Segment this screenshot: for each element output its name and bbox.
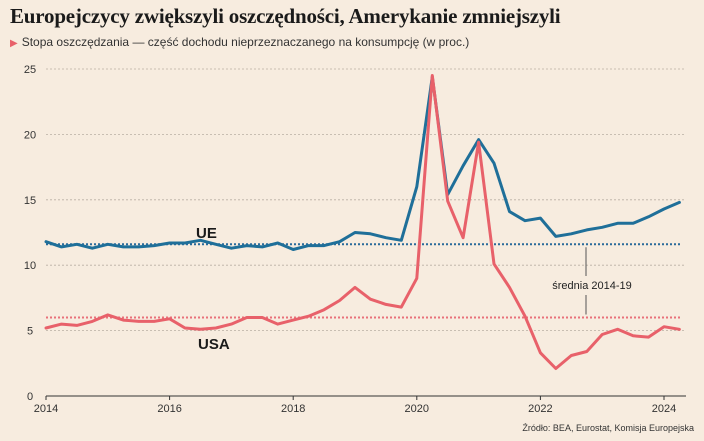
chart-subtitle: ▶ Stopa oszczędzania — część dochodu niep… (10, 35, 469, 49)
y-tick-10: 10 (24, 260, 36, 272)
y-tick-20: 20 (24, 129, 36, 141)
grid-lines (46, 68, 686, 397)
average-lines (46, 243, 680, 319)
y-tick-0: 0 (27, 391, 33, 403)
subtitle-text: Stopa oszczędzania — część dochodu niepr… (21, 35, 470, 49)
x-tick-2024: 2024 (652, 403, 676, 415)
y-tick-25: 25 (24, 64, 36, 76)
chart-title: Europejczycy zwiększyli oszczędności, Am… (10, 4, 561, 28)
x-tick-2016: 2016 (157, 403, 181, 415)
y-axis: 0 5 10 15 20 25 (24, 64, 36, 403)
series-label-usa: USA (198, 336, 230, 353)
x-axis: 2014 2016 2018 2020 2022 2024 (34, 396, 676, 415)
annotations: średnia 2014-19 UE USA (196, 225, 632, 353)
x-tick-2018: 2018 (281, 403, 305, 415)
series-label-ue: UE (196, 225, 217, 242)
series-lines (44, 74, 681, 370)
x-tick-2014: 2014 (34, 403, 58, 415)
average-annotation: średnia 2014-19 (552, 280, 632, 292)
series-line-ue (44, 75, 681, 251)
series-line-usa (44, 74, 681, 370)
triangle-marker-icon: ▶ (10, 38, 18, 49)
source-note: Źródło: BEA, Eurostat, Komisja Europejsk… (522, 423, 694, 433)
x-tick-2020: 2020 (405, 403, 429, 415)
y-tick-5: 5 (27, 326, 33, 338)
x-tick-2022: 2022 (528, 403, 552, 415)
y-tick-15: 15 (24, 195, 36, 207)
